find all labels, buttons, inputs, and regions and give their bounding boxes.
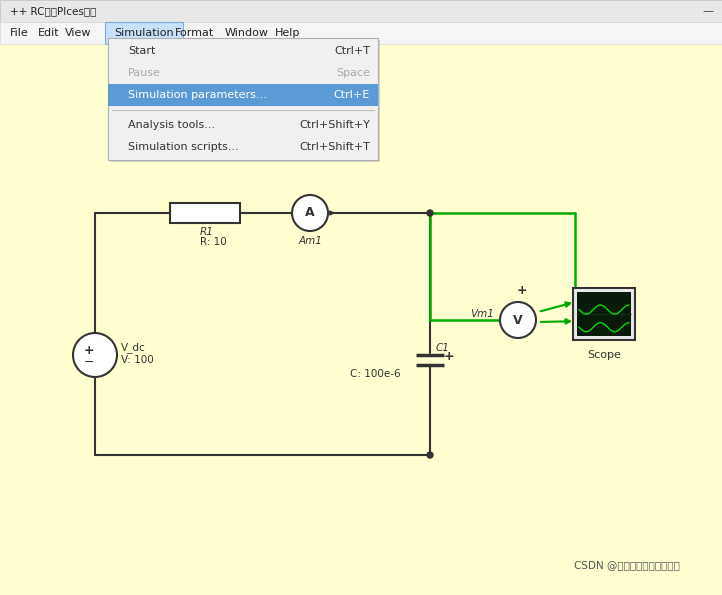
Text: Ctrl+E: Ctrl+E bbox=[334, 90, 370, 100]
Text: File: File bbox=[10, 28, 29, 38]
Text: CSDN @乐思智能科技有限公司: CSDN @乐思智能科技有限公司 bbox=[574, 560, 680, 570]
Text: Format: Format bbox=[175, 28, 214, 38]
Text: C1: C1 bbox=[436, 343, 450, 353]
Bar bbox=[105, 22, 183, 44]
Bar bbox=[0, 22, 722, 44]
Text: View: View bbox=[65, 28, 92, 38]
Text: V_dc: V_dc bbox=[121, 343, 146, 353]
Text: Ctrl+Shift+Y: Ctrl+Shift+Y bbox=[299, 120, 370, 130]
Text: V: 100: V: 100 bbox=[121, 355, 154, 365]
Text: —: — bbox=[703, 6, 713, 16]
Circle shape bbox=[427, 452, 433, 458]
Text: C: 100e-6: C: 100e-6 bbox=[350, 369, 401, 379]
Circle shape bbox=[73, 333, 117, 377]
Circle shape bbox=[292, 195, 328, 231]
Text: Ctrl+T: Ctrl+T bbox=[334, 46, 370, 56]
Text: Window: Window bbox=[225, 28, 269, 38]
Bar bbox=[577, 292, 631, 336]
Text: Simulation: Simulation bbox=[114, 28, 174, 38]
Text: A: A bbox=[305, 206, 315, 220]
Text: Edit: Edit bbox=[38, 28, 60, 38]
Bar bbox=[573, 288, 635, 340]
Text: Pause: Pause bbox=[128, 68, 161, 78]
Text: Help: Help bbox=[275, 28, 300, 38]
Text: Start: Start bbox=[128, 46, 155, 56]
Circle shape bbox=[500, 302, 536, 338]
Text: Vm1: Vm1 bbox=[470, 309, 494, 319]
Text: ++ RC电路Plces模型: ++ RC电路Plces模型 bbox=[10, 6, 96, 16]
Text: −: − bbox=[84, 355, 95, 368]
Text: +: + bbox=[84, 343, 95, 356]
Text: Ctrl+Shift+T: Ctrl+Shift+T bbox=[299, 142, 370, 152]
Bar bbox=[108, 38, 378, 160]
Text: Simulation parameters...: Simulation parameters... bbox=[128, 90, 266, 100]
Bar bbox=[170, 203, 240, 223]
Text: Simulation scripts...: Simulation scripts... bbox=[128, 142, 239, 152]
Bar bbox=[0, 0, 722, 22]
Text: R: 10: R: 10 bbox=[200, 237, 227, 247]
Text: V: V bbox=[513, 314, 523, 327]
Text: Am1: Am1 bbox=[298, 236, 322, 246]
Text: Space: Space bbox=[336, 68, 370, 78]
Text: Scope: Scope bbox=[587, 350, 621, 360]
Bar bbox=[110, 40, 380, 162]
Text: Analysis tools...: Analysis tools... bbox=[128, 120, 215, 130]
Text: +: + bbox=[444, 350, 455, 364]
Circle shape bbox=[427, 210, 433, 216]
Bar bbox=[108, 84, 378, 106]
Text: R1: R1 bbox=[200, 227, 214, 237]
Text: +: + bbox=[517, 284, 527, 297]
